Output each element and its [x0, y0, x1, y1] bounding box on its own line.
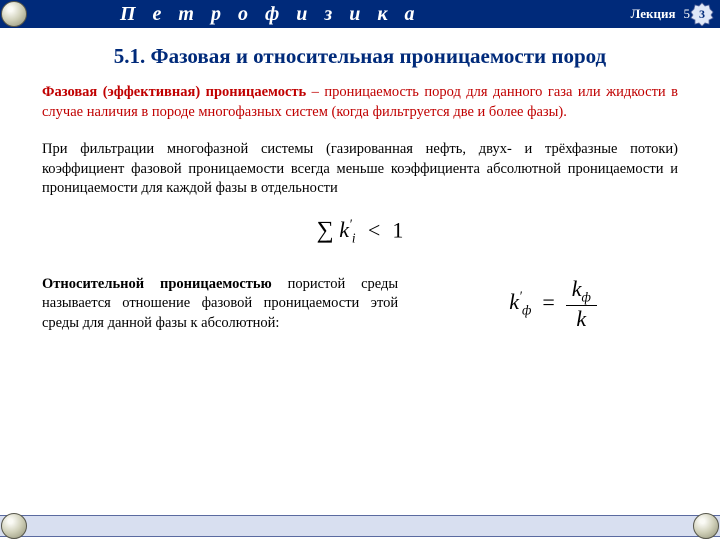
- ratio-num-sub: ф: [582, 289, 591, 304]
- ratio-eq: =: [542, 289, 554, 314]
- formula-var-k: k: [339, 217, 349, 242]
- definition-row: Относительной проницаемостью пористой ср…: [42, 275, 678, 334]
- lecture-label: Лекция: [631, 6, 676, 22]
- term-relative-permeability: Относительной проницаемостью: [42, 276, 272, 292]
- footer-bar: [0, 515, 720, 537]
- ratio-num-k: k: [572, 276, 582, 301]
- page-number: 3: [699, 7, 705, 22]
- explanation-paragraph: При фильтрации многофазной системы (гази…: [42, 140, 678, 199]
- formula-one: 1: [392, 217, 403, 242]
- sigma-symbol: ∑: [317, 217, 334, 243]
- term-phase-permeability: Фазовая (эффективная) проницаемость: [42, 84, 306, 100]
- page-number-badge: 3: [690, 2, 714, 26]
- formula-ratio: k′ф = kф k: [428, 278, 678, 331]
- formula-sub-i: i: [352, 231, 356, 246]
- formula-sum: ∑ k′i < 1: [42, 217, 678, 247]
- header-bar: П е т р о ф и з и к а Лекция 5: [0, 0, 720, 28]
- content-area: 5.1. Фазовая и относительная проницаемос…: [0, 28, 720, 333]
- ornament-icon: [1, 1, 27, 27]
- course-title: П е т р о ф и з и к а: [120, 3, 421, 26]
- ornament-icon: [1, 513, 27, 539]
- formula-lt: <: [367, 217, 382, 242]
- ratio-lhs-sub: ф: [522, 302, 531, 317]
- header-right: Лекция 5: [631, 0, 690, 28]
- ratio-lhs-k: k: [509, 289, 519, 314]
- ratio-den-k: k: [566, 306, 597, 330]
- relative-permeability-paragraph: Относительной проницаемостью пористой ср…: [42, 275, 398, 334]
- section-title: 5.1. Фазовая и относительная проницаемос…: [42, 44, 678, 69]
- ornament-icon: [693, 513, 719, 539]
- definition-paragraph: Фазовая (эффективная) проницаемость – пр…: [42, 83, 678, 122]
